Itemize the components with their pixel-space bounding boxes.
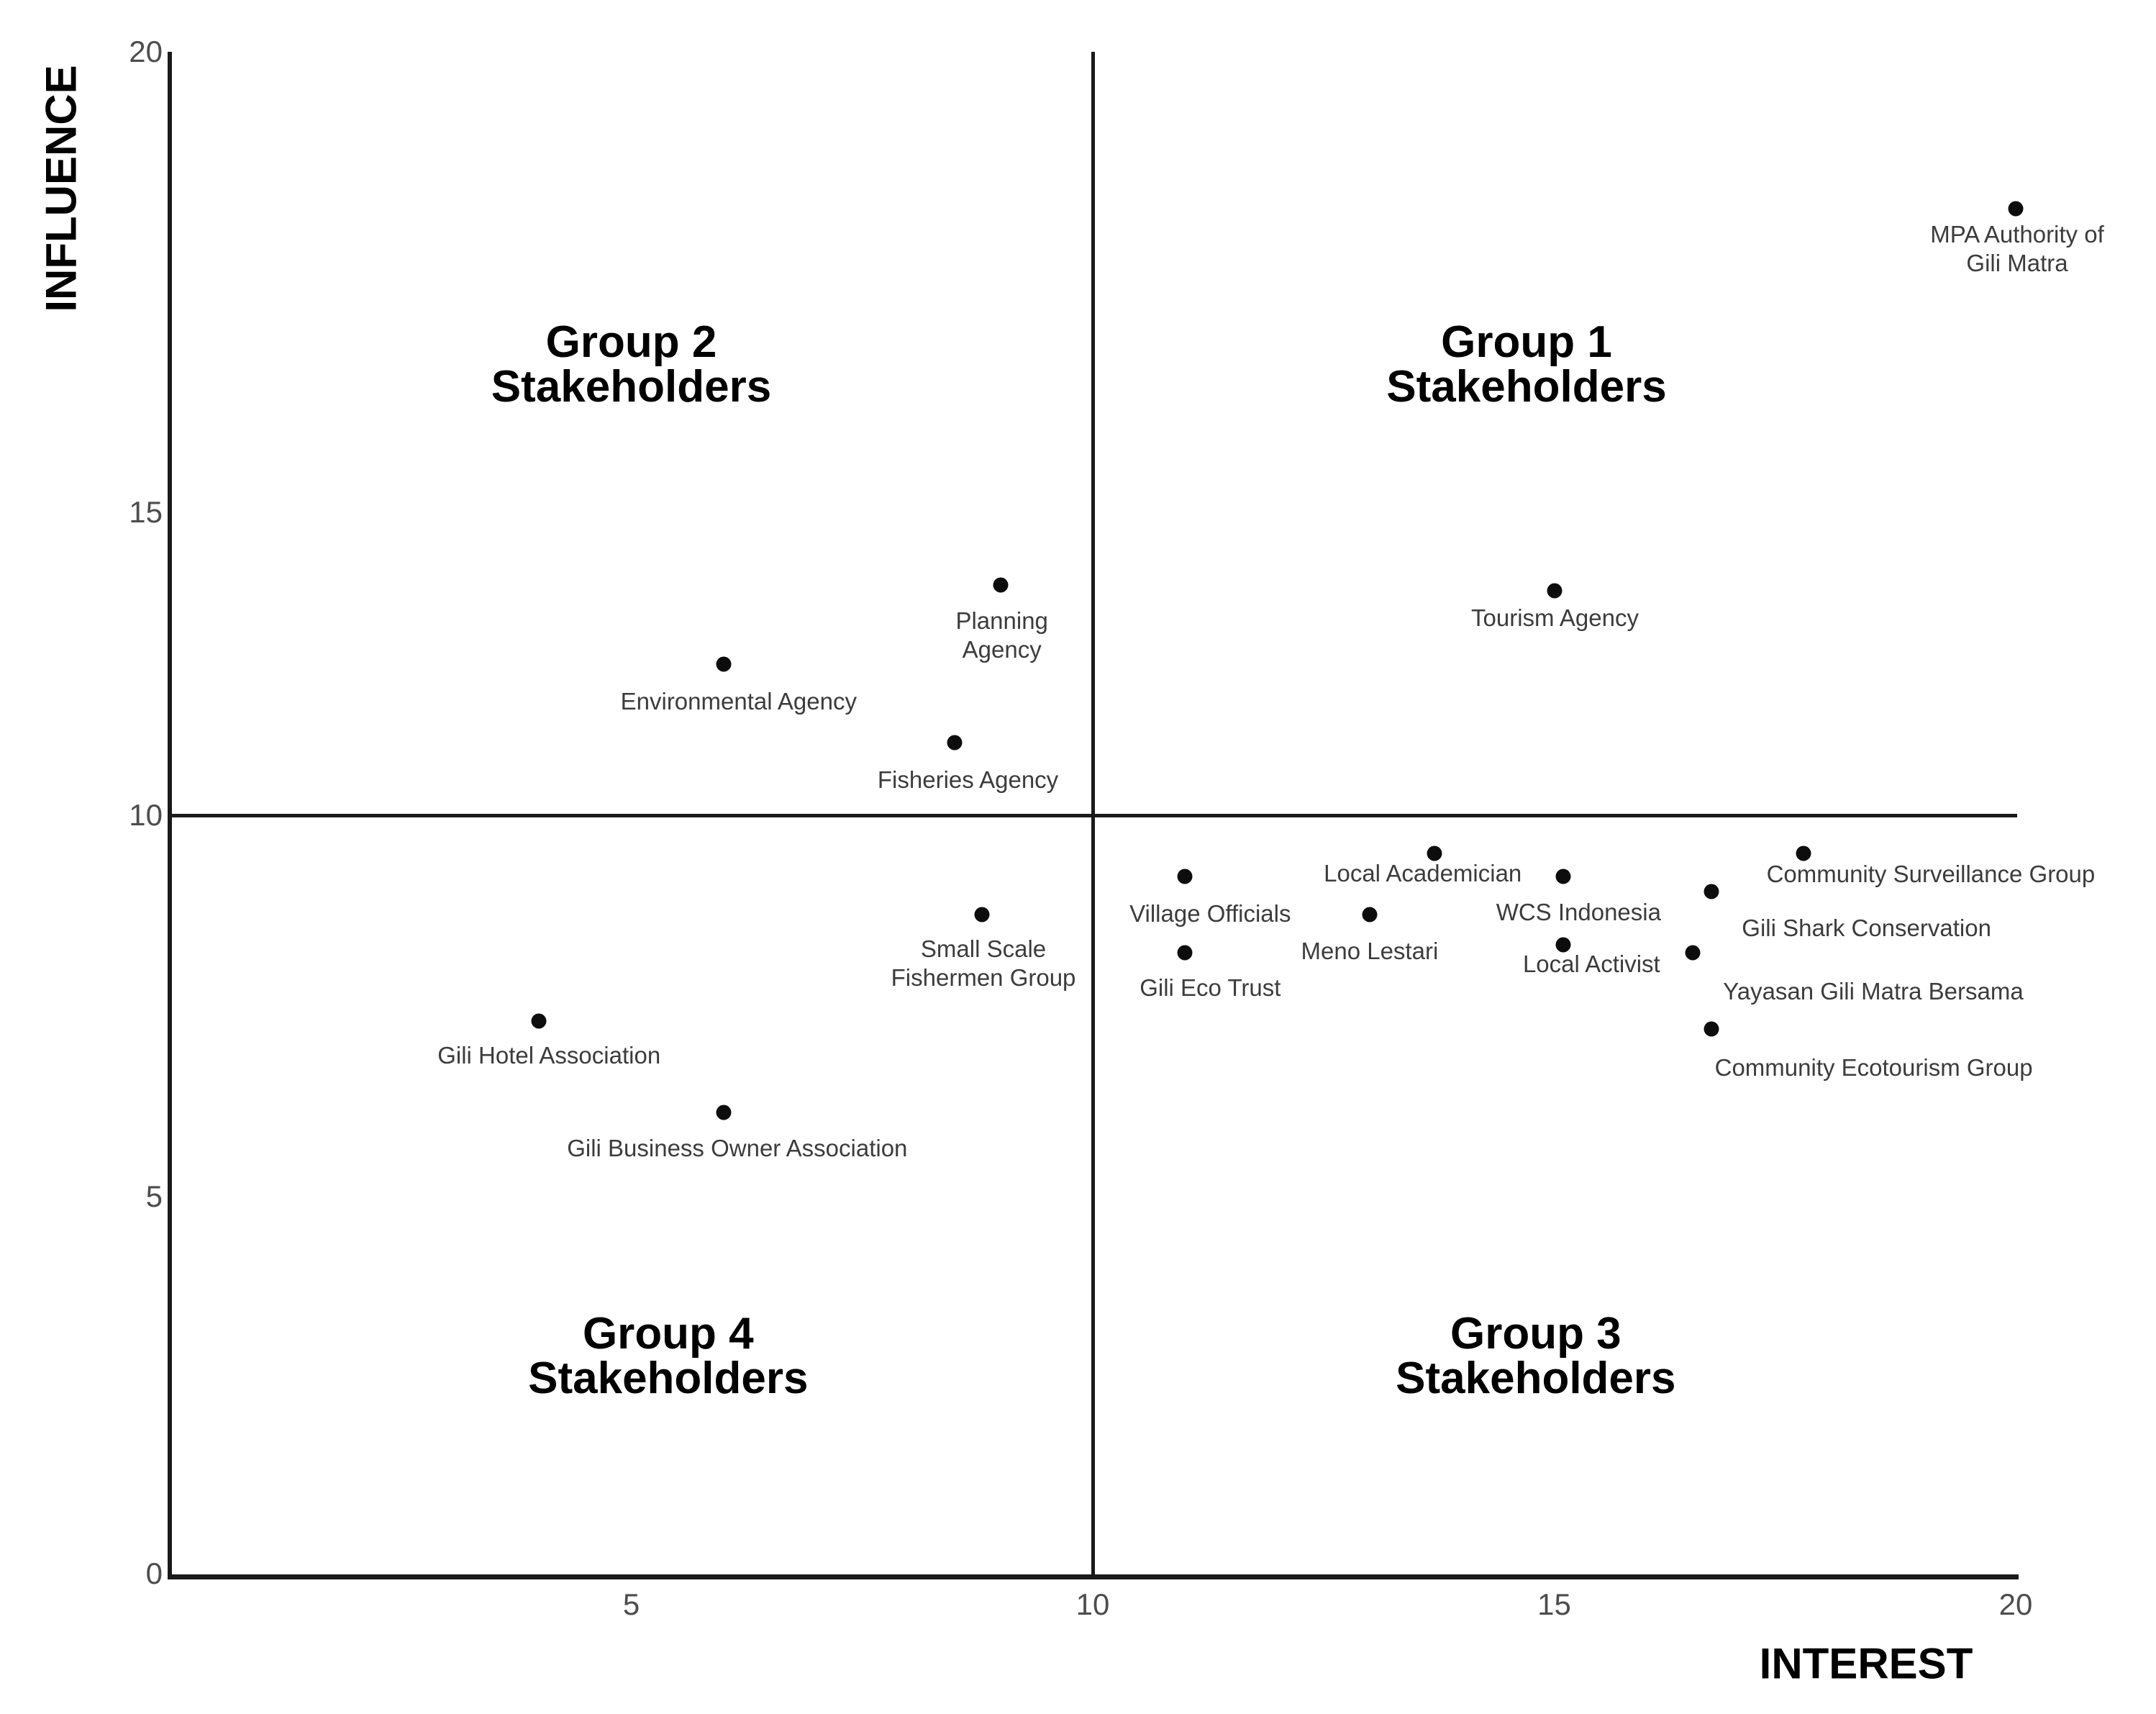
data-point-mpa-authority-of-gili-matra (2008, 201, 2024, 217)
data-point-local-activist (1555, 937, 1571, 953)
data-point-label-local-academician: Local Academician (1324, 860, 1522, 887)
data-point-community-surveillance-group (1796, 845, 1811, 861)
data-point-gili-eco-trust (1177, 945, 1193, 961)
x-axis-title: INTEREST (1759, 1639, 1973, 1688)
data-point-label-village-officials: Village Officials (1129, 899, 1291, 927)
data-point-yayasan-gili-matra-bersama (1685, 945, 1701, 961)
y-tick-label-10: 10 (129, 798, 163, 832)
y-tick-label-0: 0 (145, 1556, 163, 1590)
quadrant-divider-horizontal (170, 814, 2017, 817)
data-point-label-community-ecotourism-group: Community Ecotourism Group (1714, 1053, 2033, 1081)
x-tick-label-5: 5 (622, 1587, 640, 1621)
data-point-label-gili-shark-conservation: Gili Shark Conservation (1742, 915, 1991, 941)
data-point-gili-business-owner-association (716, 1105, 732, 1120)
quadrant-title-group-4: Group 4 Stakeholders (528, 1308, 809, 1403)
y-tick-label-15: 15 (129, 495, 163, 529)
data-point-label-meno-lestari: Meno Lestari (1301, 937, 1439, 964)
data-point-label-local-activist: Local Activist (1522, 951, 1660, 978)
data-point-label-yayasan-gili-matra-bersama: Yayasan Gili Matra Bersama (1723, 977, 2024, 1005)
x-tick-label-20: 20 (1998, 1587, 2033, 1621)
quadrant-title-group-1: Group 1 Stakeholders (1386, 317, 1667, 412)
data-point-local-academician (1427, 845, 1442, 861)
x-tick-label-15: 15 (1537, 1587, 1571, 1621)
data-point-environmental-agency (716, 656, 732, 671)
data-point-gili-shark-conservation (1704, 884, 1719, 899)
data-point-label-gili-business-owner-association: Gili Business Owner Association (567, 1135, 908, 1162)
data-point-label-mpa-authority-of-gili-matra: MPA Authority of Gili Matra (1930, 220, 2104, 276)
data-point-gili-hotel-association (531, 1013, 547, 1029)
data-point-fisheries-agency (947, 735, 963, 751)
data-point-label-wcs-indonesia: WCS Indonesia (1496, 898, 1661, 925)
quadrant-title-group-3: Group 3 Stakeholders (1396, 1308, 1676, 1403)
data-point-label-small-scale-fishermen-group: Small Scale Fishermen Group (891, 935, 1076, 991)
data-point-label-gili-eco-trust: Gili Eco Trust (1140, 974, 1281, 1001)
quadrant-title-group-2: Group 2 Stakeholders (491, 317, 772, 412)
y-tick-label-20: 20 (129, 35, 163, 68)
data-point-wcs-indonesia (1555, 869, 1571, 884)
quadrant-divider-vertical (1091, 52, 1095, 1574)
data-point-label-environmental-agency: Environmental Agency (620, 687, 857, 715)
x-axis-line (168, 1574, 2019, 1579)
data-point-small-scale-fishermen-group (974, 907, 990, 922)
data-point-label-tourism-agency: Tourism Agency (1471, 604, 1639, 632)
data-point-label-fisheries-agency: Fisheries Agency (877, 766, 1059, 793)
data-point-label-gili-hotel-association: Gili Hotel Association (437, 1042, 661, 1069)
data-point-label-community-surveillance-group: Community Surveillance Group (1766, 861, 2096, 887)
data-point-tourism-agency (1547, 583, 1562, 599)
data-point-label-planning-agency: Planning Agency (955, 607, 1048, 663)
data-point-village-officials (1177, 869, 1193, 884)
y-tick-label-5: 5 (145, 1179, 163, 1213)
data-point-meno-lestari (1362, 907, 1378, 922)
y-axis-title: INFLUENCE (37, 65, 86, 312)
x-tick-label-10: 10 (1075, 1587, 1110, 1621)
data-point-planning-agency (993, 577, 1009, 593)
data-point-community-ecotourism-group (1704, 1021, 1719, 1037)
